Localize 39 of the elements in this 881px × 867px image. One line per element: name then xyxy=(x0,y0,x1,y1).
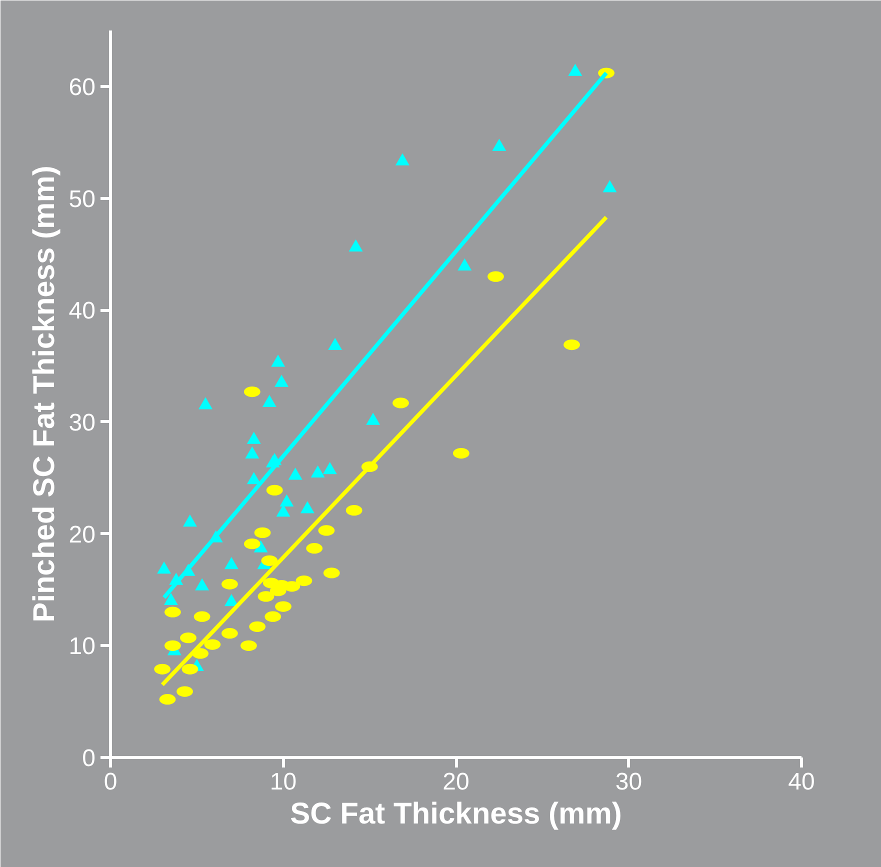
point xyxy=(280,494,294,507)
y-axis-title: Pinched SC Fat Thickness (mm) xyxy=(28,166,61,622)
point xyxy=(245,446,260,458)
x-axis-title: SC Fat Thickness (mm) xyxy=(290,798,622,830)
point xyxy=(246,472,261,484)
y-tick-label: 40 xyxy=(68,298,96,325)
point xyxy=(262,394,276,407)
point xyxy=(492,138,506,151)
point xyxy=(458,258,472,271)
point xyxy=(195,578,210,590)
point xyxy=(602,180,617,192)
point xyxy=(300,501,314,514)
x-tick-label: 40 xyxy=(788,768,815,796)
point xyxy=(274,374,289,387)
point xyxy=(348,239,363,252)
y-tick-label: 50 xyxy=(68,186,96,213)
y-tick-label: 0 xyxy=(82,745,96,772)
point xyxy=(288,468,302,480)
point xyxy=(182,514,197,527)
point xyxy=(198,397,213,410)
x-tick-label: 10 xyxy=(270,768,297,796)
point xyxy=(328,338,342,350)
point xyxy=(224,594,238,606)
y-tick-label: 10 xyxy=(68,633,96,660)
point xyxy=(395,153,410,166)
point xyxy=(322,462,337,474)
point xyxy=(568,64,582,76)
x-tick-label: 20 xyxy=(442,768,470,796)
x-tick-label: 30 xyxy=(615,768,642,796)
point xyxy=(271,354,286,367)
point xyxy=(157,562,172,574)
point xyxy=(366,412,380,425)
point xyxy=(310,465,325,478)
point xyxy=(246,432,261,444)
y-tick-label: 30 xyxy=(68,409,96,436)
y-tick-label: 20 xyxy=(68,521,96,548)
y-tick-label: 60 xyxy=(68,74,96,101)
x-tick-label: 0 xyxy=(104,768,118,796)
point xyxy=(224,557,238,570)
